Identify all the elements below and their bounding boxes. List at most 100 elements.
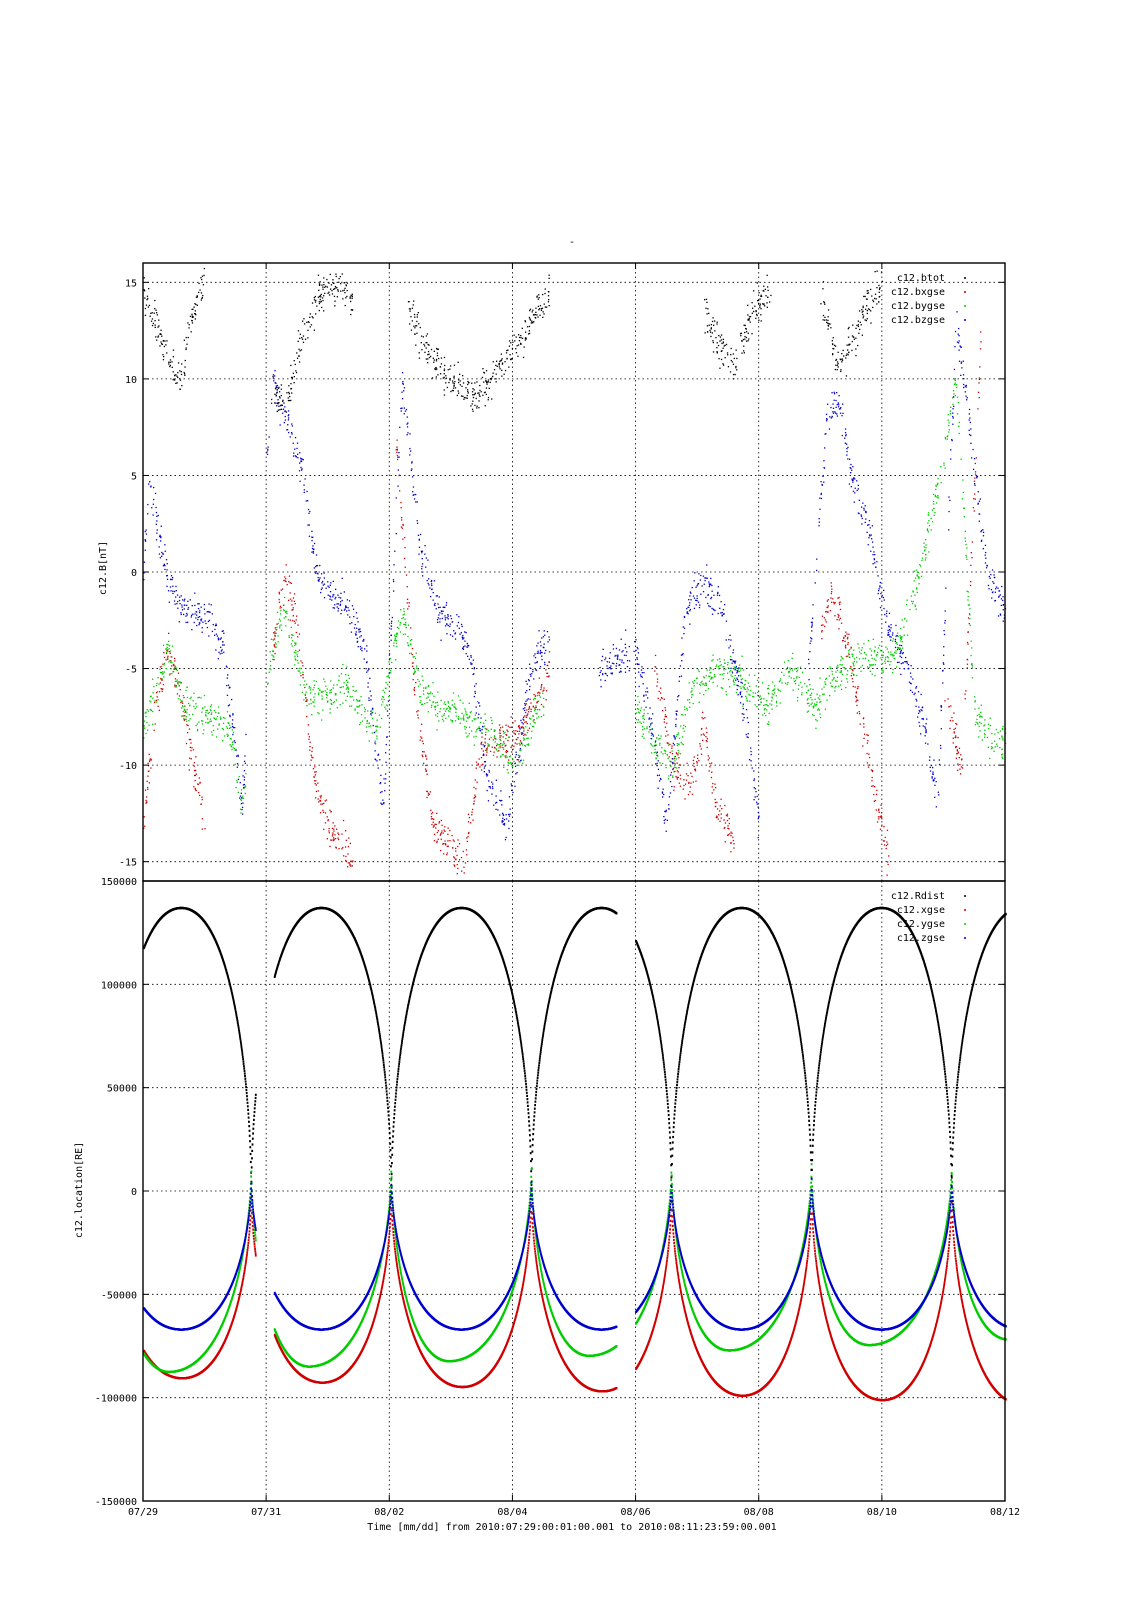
data-point bbox=[385, 752, 387, 754]
data-point bbox=[705, 727, 707, 729]
data-point bbox=[727, 825, 729, 827]
data-point bbox=[336, 296, 338, 298]
data-point bbox=[528, 708, 530, 710]
data-point bbox=[307, 724, 309, 726]
data-point bbox=[330, 582, 332, 584]
data-point bbox=[532, 725, 534, 728]
data-point bbox=[155, 309, 157, 311]
data-point bbox=[620, 670, 622, 672]
data-point bbox=[170, 575, 173, 577]
data-point bbox=[320, 797, 322, 799]
data-point bbox=[712, 681, 714, 684]
data-point bbox=[417, 678, 419, 681]
data-point bbox=[294, 642, 296, 644]
data-point bbox=[364, 710, 366, 713]
data-point bbox=[958, 421, 960, 424]
data-point bbox=[149, 315, 151, 317]
data-point bbox=[833, 601, 835, 603]
data-point bbox=[878, 284, 880, 287]
data-point bbox=[539, 308, 541, 310]
data-point bbox=[885, 847, 887, 850]
data-point bbox=[437, 830, 439, 832]
data-point bbox=[840, 659, 842, 661]
data-point bbox=[657, 697, 659, 699]
data-point bbox=[881, 824, 883, 826]
data-point bbox=[226, 711, 229, 713]
data-point bbox=[519, 755, 521, 757]
data-point bbox=[188, 702, 190, 705]
data-point bbox=[492, 372, 494, 374]
data-point bbox=[347, 614, 349, 616]
data-point bbox=[174, 684, 176, 686]
data-point bbox=[407, 642, 409, 644]
data-point bbox=[274, 627, 276, 629]
data-point bbox=[358, 700, 361, 702]
data-point bbox=[819, 713, 821, 715]
data-point bbox=[664, 709, 667, 711]
data-point bbox=[890, 654, 892, 656]
data-point bbox=[421, 563, 424, 565]
data-point bbox=[1001, 753, 1004, 755]
data-point bbox=[344, 608, 346, 610]
data-point bbox=[712, 659, 714, 661]
data-point bbox=[843, 355, 845, 357]
data-point bbox=[841, 673, 844, 675]
data-point bbox=[474, 382, 476, 384]
data-point bbox=[333, 607, 336, 609]
data-point bbox=[166, 569, 168, 571]
data-point bbox=[175, 684, 177, 687]
data-point bbox=[711, 771, 713, 773]
data-point bbox=[448, 715, 450, 717]
data-point bbox=[624, 647, 627, 649]
data-point bbox=[464, 640, 466, 642]
data-point bbox=[730, 851, 732, 853]
data-point bbox=[528, 316, 531, 319]
data-point bbox=[528, 689, 531, 691]
data-point bbox=[191, 614, 193, 616]
data-point bbox=[642, 733, 644, 735]
data-point bbox=[654, 745, 656, 747]
data-point bbox=[269, 660, 272, 662]
data-point bbox=[692, 681, 694, 683]
data-point bbox=[875, 809, 877, 811]
data-point bbox=[278, 402, 280, 404]
data-point bbox=[726, 815, 729, 817]
data-point bbox=[536, 713, 538, 715]
data-point bbox=[819, 695, 821, 697]
data-point bbox=[739, 702, 742, 704]
data-point bbox=[840, 669, 842, 672]
data-point bbox=[411, 647, 414, 650]
data-point bbox=[758, 816, 760, 818]
data-point bbox=[418, 546, 421, 548]
data-point bbox=[709, 329, 711, 332]
data-point bbox=[343, 609, 346, 611]
data-point bbox=[401, 407, 403, 409]
data-point bbox=[179, 379, 182, 381]
data-point bbox=[458, 843, 461, 845]
data-point bbox=[768, 684, 770, 687]
data-point bbox=[814, 703, 816, 706]
data-point bbox=[328, 827, 330, 830]
data-point bbox=[539, 652, 541, 655]
data-point bbox=[388, 696, 390, 698]
data-point bbox=[365, 668, 367, 670]
data-point bbox=[176, 594, 179, 596]
data-point bbox=[180, 595, 182, 597]
data-point bbox=[427, 559, 429, 561]
data-point bbox=[276, 626, 278, 629]
data-point bbox=[959, 768, 961, 770]
data-point bbox=[711, 792, 713, 794]
data-point bbox=[763, 290, 765, 292]
data-point bbox=[545, 690, 548, 692]
data-point bbox=[638, 711, 640, 713]
data-point bbox=[311, 539, 313, 542]
data-point bbox=[735, 691, 737, 694]
data-point bbox=[466, 840, 468, 843]
data-point bbox=[963, 507, 965, 509]
data-point bbox=[853, 649, 855, 651]
data-point bbox=[994, 740, 996, 742]
data-point bbox=[161, 679, 163, 681]
data-point bbox=[666, 819, 668, 821]
data-point bbox=[361, 720, 364, 722]
data-point bbox=[291, 609, 293, 611]
